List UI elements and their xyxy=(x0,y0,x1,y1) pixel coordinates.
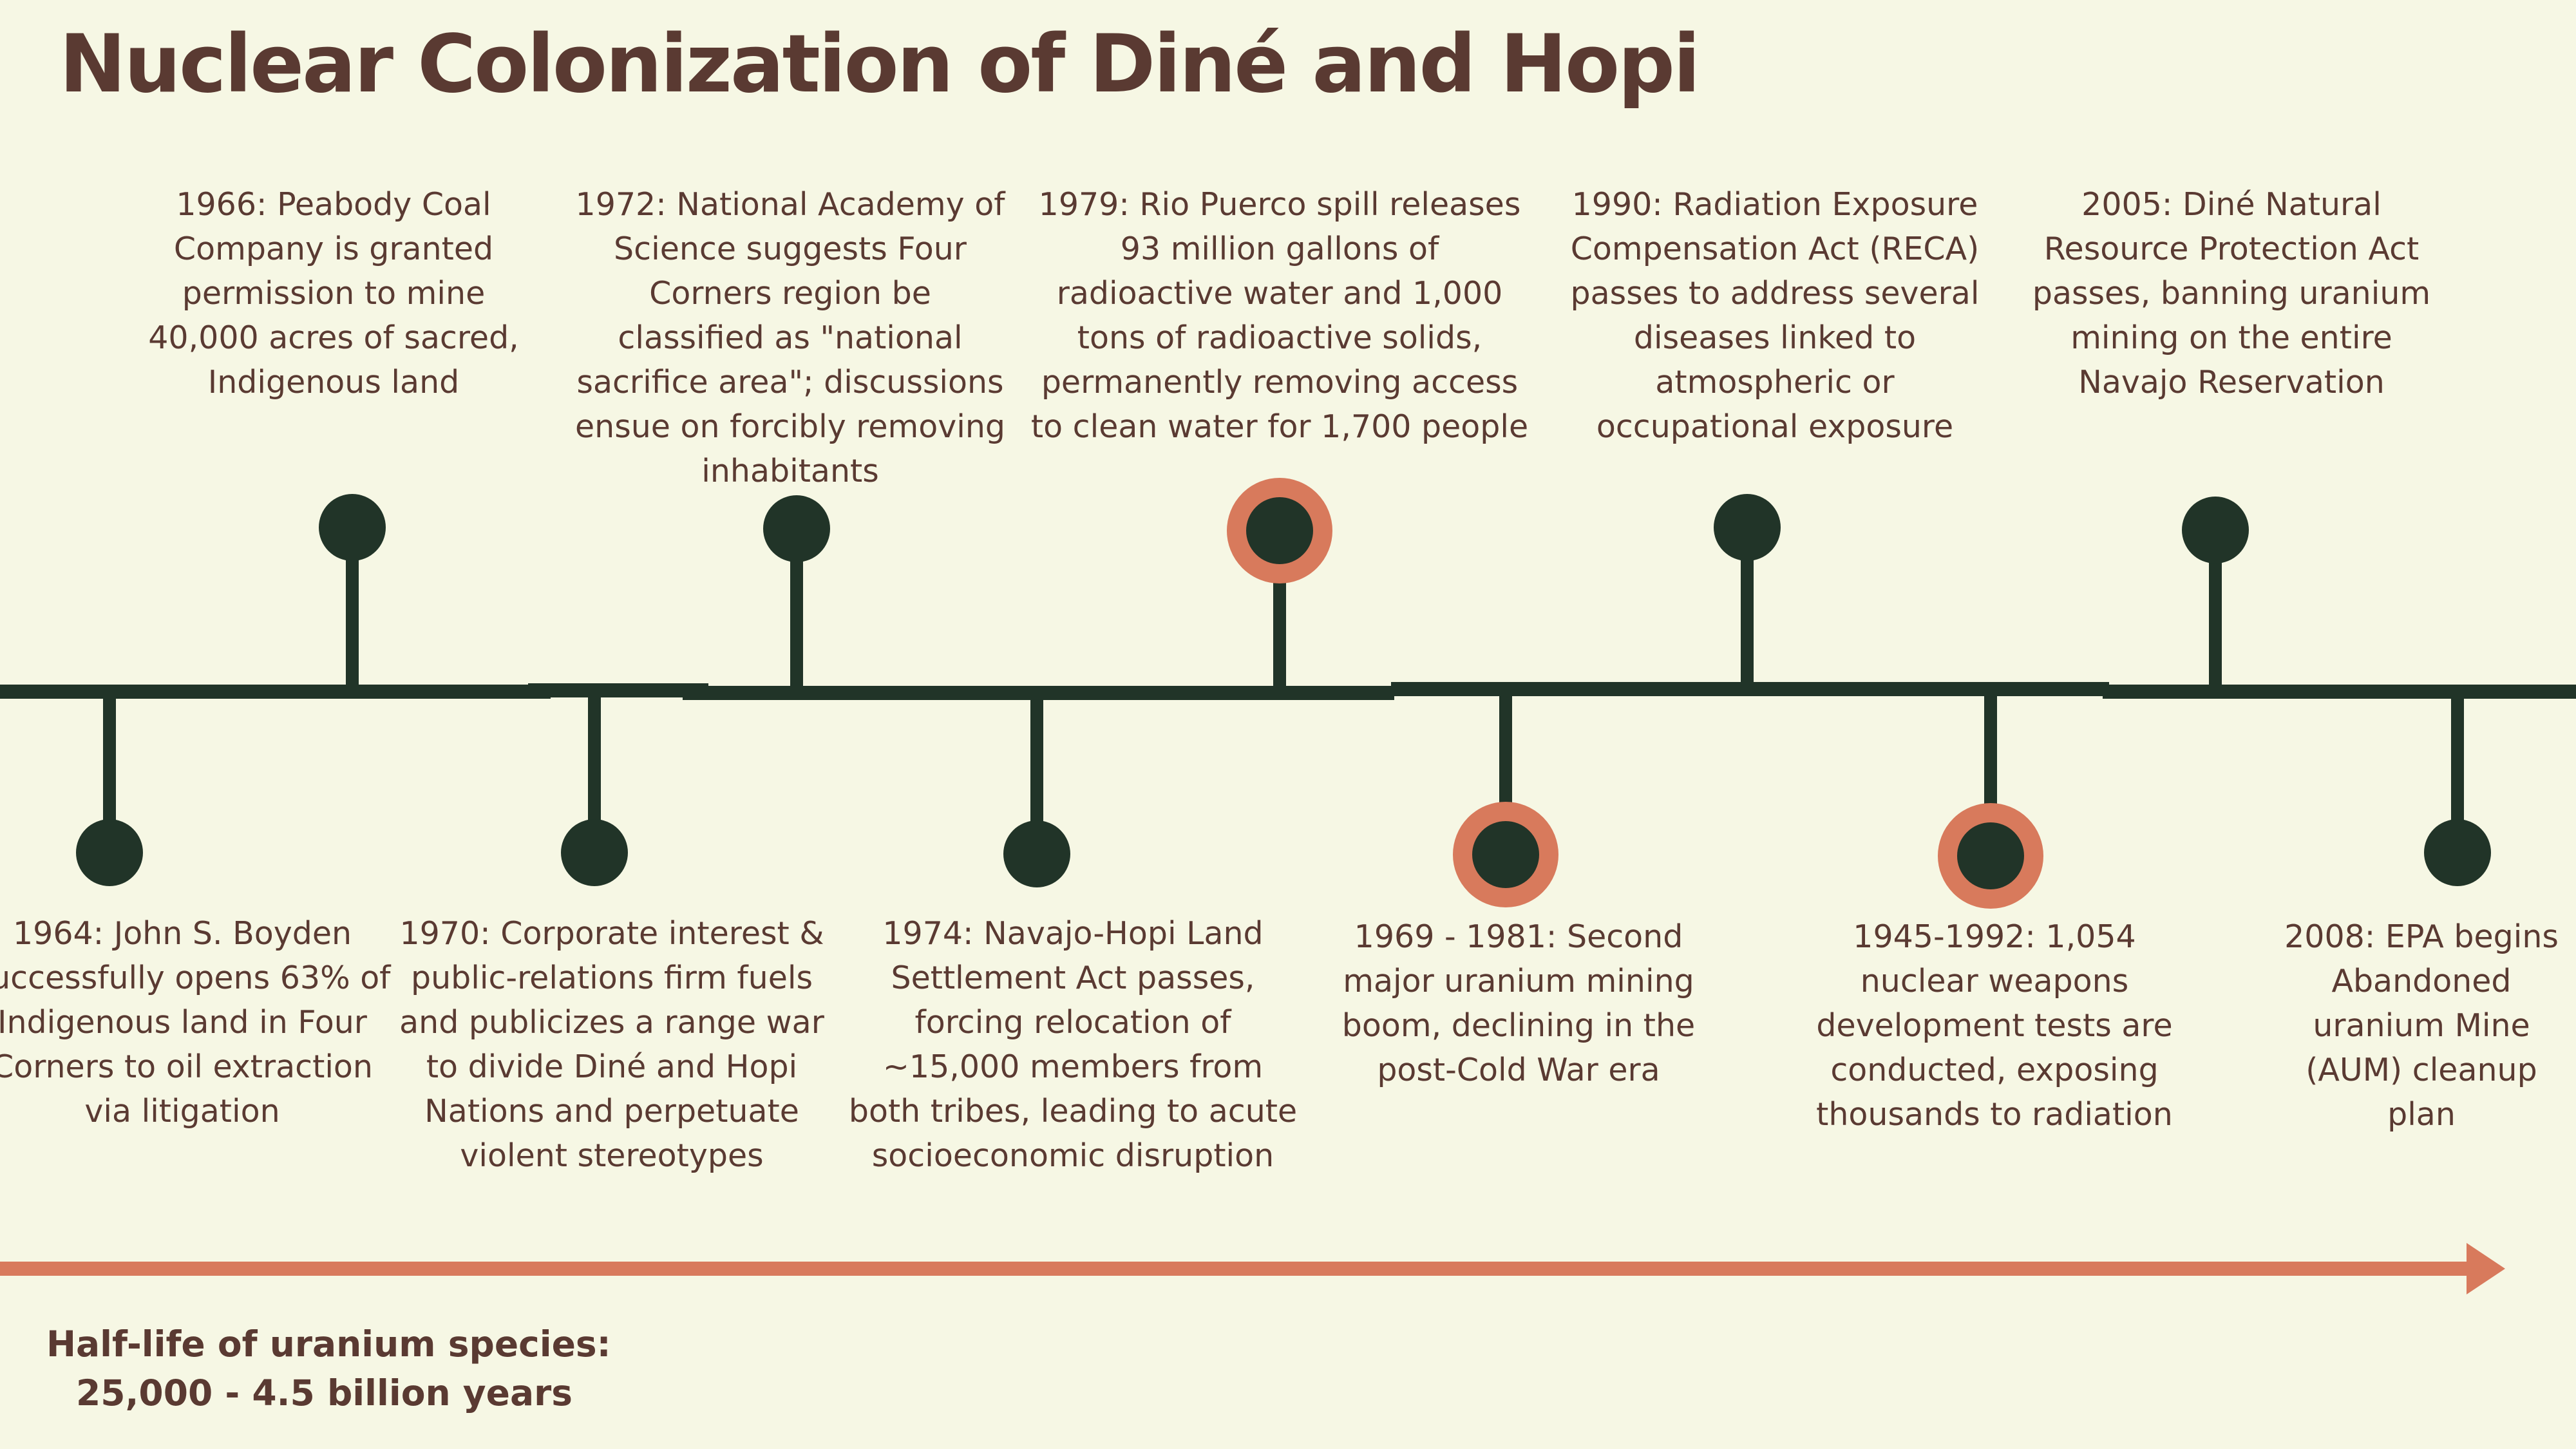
half-life-label: Half-life of uranium species: xyxy=(46,1323,611,1365)
event-marker xyxy=(1714,494,1781,561)
event-marker xyxy=(319,494,386,561)
timeline-axis-segment xyxy=(1391,682,2109,696)
event-stem xyxy=(1030,693,1043,854)
event-stem xyxy=(1741,528,1754,689)
event-stem xyxy=(346,528,359,692)
event-marker xyxy=(561,819,628,886)
event-marker xyxy=(76,819,143,886)
event-marker xyxy=(2182,497,2249,564)
event-marker-highlighted xyxy=(1227,478,1332,583)
event-stem xyxy=(790,529,803,692)
time-arrow-line xyxy=(0,1262,2486,1276)
event-text: 1972: National Academy of Science sugges… xyxy=(575,186,1005,489)
event-text: 1979: Rio Puerco spill releases 93 milli… xyxy=(1030,186,1529,445)
event-marker-highlighted xyxy=(1938,803,2043,909)
event-marker xyxy=(2424,819,2491,886)
arrow-right-icon xyxy=(2467,1243,2505,1294)
event-text: 1974: Navajo-Hopi Land Settlement Act pa… xyxy=(848,915,1298,1174)
event-stem xyxy=(2209,531,2222,692)
event-text: 1964: John S. Boyden successfully opens … xyxy=(0,915,391,1130)
event-text: 2005: Diné Natural Resource Protection A… xyxy=(2032,186,2431,401)
event-text: 2008: EPA begins Abandoned uranium Mine … xyxy=(2284,918,2559,1133)
timeline-axis-segment xyxy=(2103,685,2576,699)
event-text: 1970: Corporate interest & public-relati… xyxy=(399,915,824,1174)
event-marker xyxy=(1003,820,1070,887)
timeline-axis-segment xyxy=(528,683,708,697)
timeline-axis-segment xyxy=(0,685,551,699)
event-text: 1969 - 1981: Second major uranium mining… xyxy=(1341,918,1696,1088)
event-text: 1990: Radiation Exposure Compensation Ac… xyxy=(1570,186,1980,445)
event-stem xyxy=(103,692,116,853)
page-title: Nuclear Colonization of Diné and Hopi xyxy=(59,18,1700,111)
event-text: 1966: Peabody Coal Company is granted pe… xyxy=(148,186,519,401)
event-text: 1945-1992: 1,054 nuclear weapons develop… xyxy=(1816,918,2173,1133)
half-life-value: 25,000 - 4.5 billion years xyxy=(76,1372,573,1414)
event-stem xyxy=(2451,692,2464,853)
event-marker xyxy=(763,495,830,562)
event-marker-highlighted xyxy=(1453,802,1558,907)
event-stem xyxy=(588,692,601,853)
